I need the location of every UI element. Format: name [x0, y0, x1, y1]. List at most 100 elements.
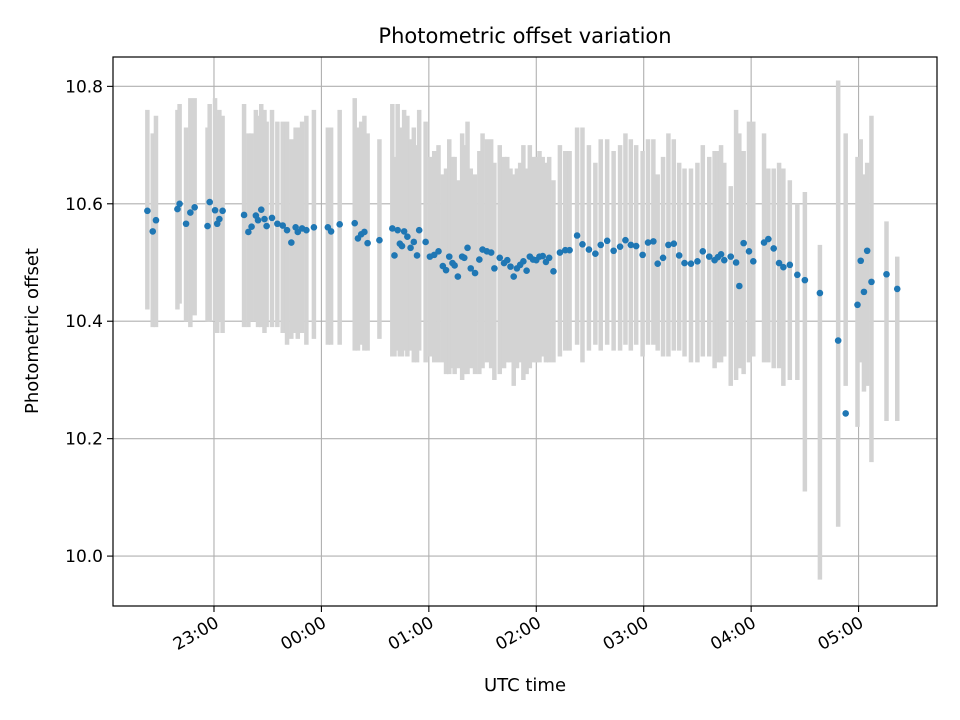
- data-point: [523, 267, 530, 275]
- data-point: [573, 232, 581, 239]
- data-point: [627, 241, 635, 249]
- data-point: [665, 241, 672, 249]
- data-point: [398, 242, 406, 250]
- data-point: [720, 256, 728, 264]
- data-point: [454, 273, 462, 280]
- data-point: [740, 239, 747, 247]
- data-point: [727, 253, 735, 260]
- data-point: [487, 249, 495, 256]
- data-point: [597, 241, 605, 249]
- data-point: [749, 258, 757, 265]
- data-point: [182, 220, 190, 228]
- data-point: [391, 252, 398, 259]
- data-point: [149, 228, 157, 235]
- data-point: [187, 209, 194, 216]
- data-point: [863, 247, 871, 255]
- data-point: [364, 239, 371, 247]
- data-point: [407, 244, 414, 252]
- data-points: [144, 198, 901, 417]
- data-point: [257, 206, 265, 213]
- data-point: [694, 258, 701, 265]
- data-point: [496, 254, 504, 262]
- data-point: [336, 221, 343, 228]
- data-point: [834, 337, 842, 344]
- data-point: [780, 263, 787, 271]
- data-point: [240, 211, 248, 219]
- data-point: [435, 248, 442, 255]
- data-point: [461, 254, 468, 262]
- data-point: [491, 265, 498, 272]
- data-point: [585, 246, 593, 253]
- data-point: [174, 205, 181, 213]
- data-point: [204, 222, 211, 230]
- data-point: [650, 238, 657, 245]
- y-tick-label: 10.4: [65, 312, 103, 332]
- data-point: [467, 265, 475, 272]
- data-point: [274, 220, 281, 228]
- data-point: [389, 225, 396, 232]
- data-point: [854, 301, 861, 309]
- data-point: [699, 248, 707, 255]
- data-point: [415, 226, 423, 234]
- data-point: [765, 235, 772, 243]
- data-point: [632, 242, 640, 250]
- data-point: [842, 410, 849, 417]
- data-point: [794, 271, 801, 279]
- plot-frame: [112, 56, 938, 607]
- data-point: [745, 248, 753, 255]
- data-point: [310, 223, 318, 231]
- data-point: [191, 204, 198, 211]
- data-point: [770, 245, 778, 252]
- data-point: [545, 254, 553, 262]
- y-tick-label: 10.8: [65, 77, 103, 97]
- data-point: [476, 256, 483, 263]
- data-point: [376, 236, 383, 244]
- data-point: [404, 233, 411, 240]
- data-point: [471, 269, 479, 277]
- data-point: [883, 270, 890, 278]
- data-point: [279, 222, 287, 229]
- data-point: [510, 273, 518, 280]
- data-point: [216, 215, 223, 223]
- data-point: [248, 223, 255, 230]
- data-point: [675, 252, 683, 259]
- data-point: [857, 257, 865, 265]
- data-point: [176, 200, 183, 208]
- data-point: [303, 226, 310, 234]
- data-point: [868, 278, 875, 286]
- data-point: [464, 244, 471, 252]
- data-point: [786, 261, 794, 269]
- data-point: [219, 207, 226, 215]
- data-point: [717, 250, 725, 258]
- data-point: [801, 276, 809, 284]
- data-point: [288, 239, 295, 246]
- chart-title: Photometric offset variation: [378, 24, 671, 48]
- data-point: [566, 246, 573, 254]
- y-tick-label: 10.6: [65, 195, 103, 215]
- data-point: [705, 253, 713, 260]
- data-point: [503, 256, 511, 264]
- data-point: [639, 251, 646, 259]
- data-point: [268, 214, 276, 222]
- data-point: [283, 226, 291, 234]
- data-point: [579, 241, 586, 248]
- data-point: [442, 266, 450, 274]
- data-point: [413, 252, 421, 259]
- data-point: [622, 236, 629, 244]
- data-point: [860, 288, 868, 296]
- data-point: [410, 238, 418, 246]
- y-tick-label: 10.0: [65, 547, 103, 567]
- data-point: [687, 260, 695, 267]
- data-point: [507, 263, 514, 270]
- data-point: [400, 228, 408, 235]
- data-point: [263, 222, 270, 230]
- data-point: [736, 282, 743, 290]
- data-point: [654, 260, 661, 267]
- data-point: [351, 219, 359, 227]
- data-point: [816, 289, 824, 297]
- y-tick-label: 10.2: [65, 430, 103, 450]
- data-point: [616, 243, 624, 250]
- data-point: [539, 252, 547, 260]
- data-point: [520, 258, 527, 265]
- data-point: [603, 237, 611, 245]
